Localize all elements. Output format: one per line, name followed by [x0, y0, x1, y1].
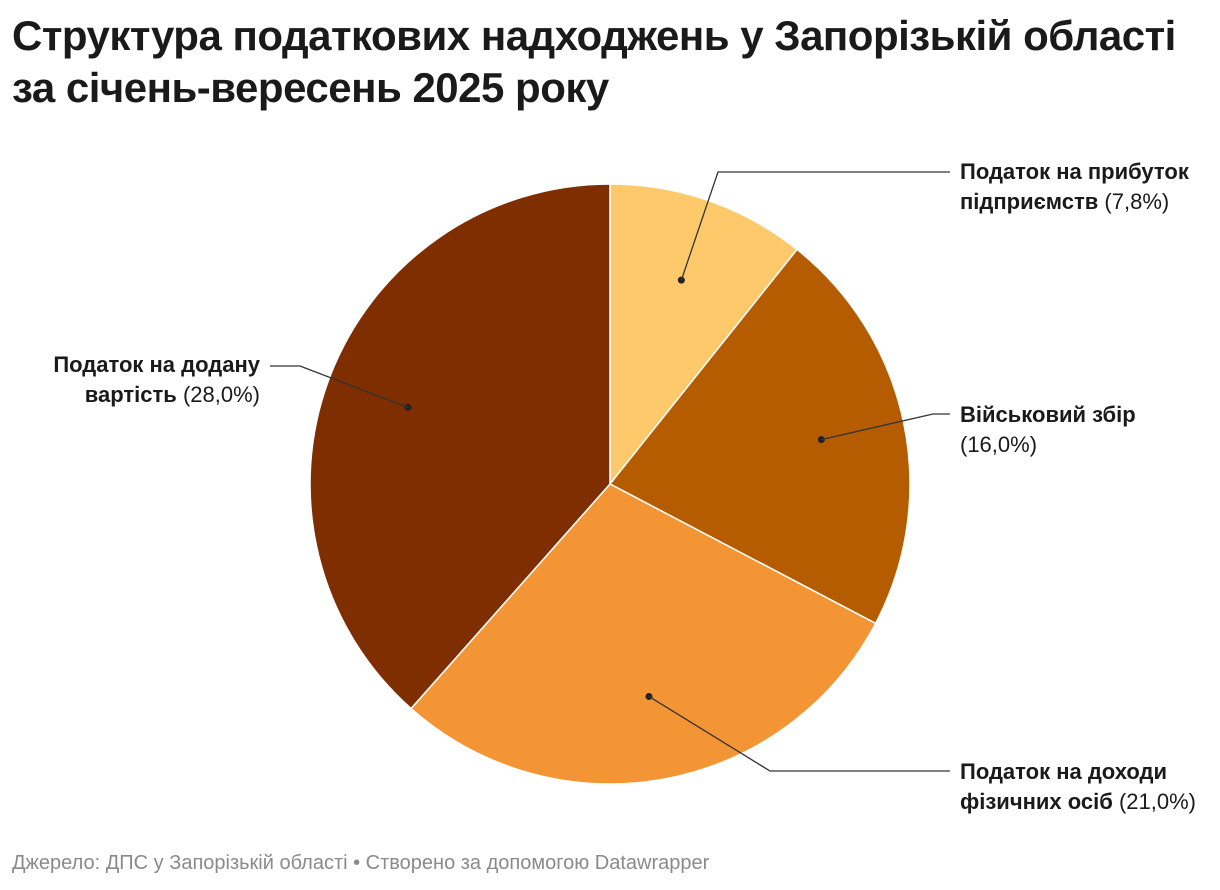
slice-label-pit: Податок на прибуток підприємств (7,8%)	[960, 157, 1189, 217]
leader-line-pit	[680, 171, 950, 281]
slice-label-mil-percent: (16,0%)	[960, 432, 1038, 457]
slice-label-pdfo-percent: (21,0%)	[1118, 789, 1197, 814]
pie-slice-pdfo	[410, 483, 877, 785]
chart-title-line1: Структура податкових надходжень у Запорі…	[12, 12, 1176, 59]
slice-label-pdfo-line2: фізичних осіб	[960, 789, 1113, 814]
slice-label-vat-line1: Податок на додану	[53, 352, 260, 377]
leader-line-vat	[270, 365, 409, 409]
slice-label-pit-line1: Податок на прибуток	[960, 159, 1189, 184]
slice-label-vat-line2: вартість	[84, 382, 177, 407]
chart-title: Структура податкових надходжень у Запорі…	[12, 10, 1212, 114]
slice-label-pit-line2: підприємств	[960, 189, 1099, 214]
slice-label-vat: Податок на додану вартість (28,0%)	[53, 350, 260, 410]
slice-label-pdfo: Податок на доходи фізичних осіб (21,0%)	[960, 757, 1196, 817]
footer-source: Джерело: ДПС у Запорізькій області • Ств…	[12, 852, 710, 874]
chart-title-line2: за січень-вересень 2025 року	[12, 64, 609, 111]
pie-slice-mil	[608, 248, 911, 625]
slice-label-mil: Військовий збір (16,0%)	[960, 400, 1136, 460]
leader-lines	[270, 171, 950, 772]
slice-label-pit-percent: (7,8%)	[1104, 189, 1170, 214]
pie-slices	[309, 183, 911, 785]
slice-label-vat-percent: (28,0%)	[182, 382, 260, 407]
slice-label-mil-line1: Військовий збір	[960, 402, 1136, 427]
leader-line-mil	[821, 413, 950, 441]
pie-slice-pit	[609, 183, 799, 487]
slice-label-pdfo-line1: Податок на доходи	[960, 759, 1168, 784]
leader-line-pdfo	[648, 695, 950, 772]
